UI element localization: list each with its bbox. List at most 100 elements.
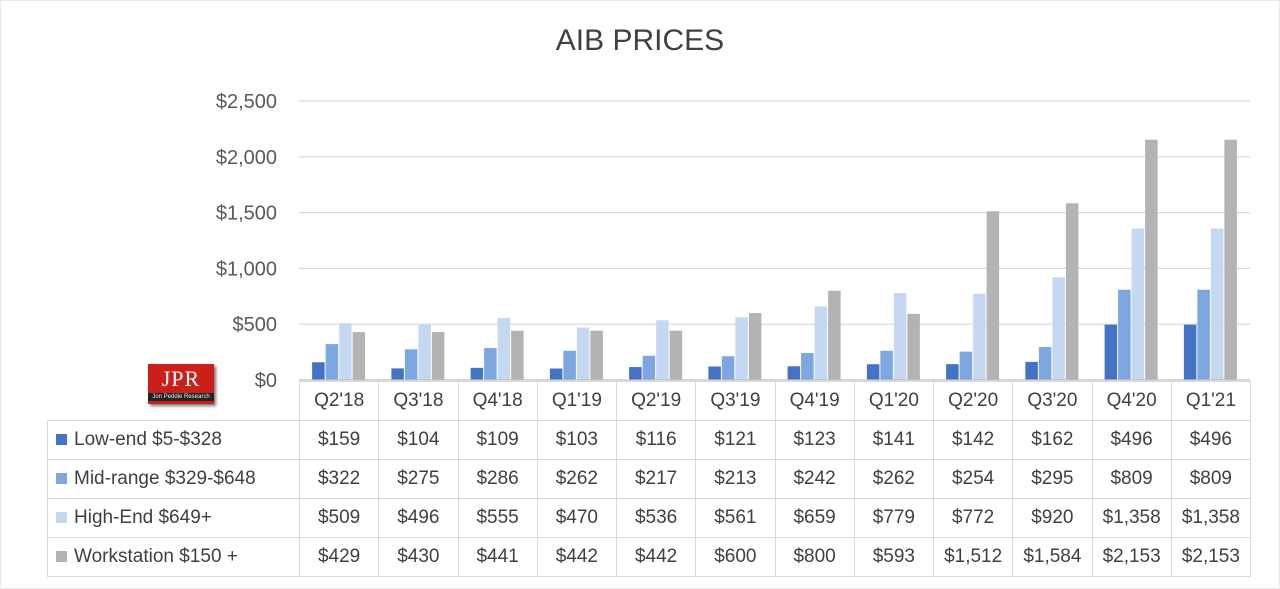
data-label: $442 — [615, 537, 697, 577]
bar — [1210, 228, 1224, 380]
data-label: $242 — [774, 459, 855, 499]
legend-entry: Workstation $150 + — [47, 537, 300, 577]
legend-entry: High-End $649+ — [47, 498, 300, 538]
bar — [959, 351, 973, 380]
bar — [325, 344, 339, 380]
bar — [1118, 289, 1131, 380]
x-tick-label: Q4'19 — [774, 381, 855, 421]
data-label: $496 — [378, 498, 459, 538]
y-tick-label: $1,500 — [216, 203, 277, 225]
data-label: $116 — [615, 420, 697, 460]
bar — [748, 313, 762, 380]
bar — [590, 330, 603, 380]
table-corner — [48, 382, 300, 421]
data-label: $509 — [298, 498, 380, 538]
bar — [866, 364, 880, 380]
x-tick-label: Q2'18 — [298, 381, 380, 421]
data-label: $213 — [695, 459, 776, 499]
legend-label: Low-end $5-$328 — [74, 429, 222, 450]
data-label: $1,584 — [1012, 537, 1093, 577]
bar — [880, 350, 893, 380]
bar — [1224, 139, 1237, 380]
bar — [484, 348, 497, 380]
x-tick-label: Q4'20 — [1091, 381, 1172, 421]
chart-title: AIB PRICES — [555, 24, 725, 57]
data-label: $430 — [378, 537, 459, 577]
legend-label: Mid-range $329-$648 — [74, 468, 256, 489]
data-label: $496 — [1091, 420, 1172, 460]
y-tick-label: $0 — [255, 370, 277, 392]
jpr-logo: JPR Jon Peddie Research — [148, 364, 214, 404]
data-label: $121 — [695, 420, 776, 460]
bar — [497, 318, 511, 380]
data-table: Q2'18 Q3'18 Q4'18 Q1'19 Q2'19 Q3'19 Q4'19 Q1'20… — [47, 381, 1252, 577]
data-label: $442 — [536, 537, 618, 577]
data-label: $1,358 — [1091, 498, 1172, 538]
table-row: High-End $649+ $509 $496 $555 $470 $536 $561 $6… — [47, 498, 1252, 538]
x-tick-label: Q2'19 — [615, 381, 697, 421]
data-label: $159 — [298, 420, 380, 460]
legend-swatch — [56, 551, 67, 562]
bar — [549, 368, 563, 380]
data-label: $429 — [298, 537, 380, 577]
data-label: $920 — [1012, 498, 1093, 538]
data-label: $286 — [457, 459, 538, 499]
y-tick-label: $1,000 — [216, 258, 277, 280]
x-tick-label: Q1'20 — [853, 381, 935, 421]
data-label: $103 — [536, 420, 618, 460]
data-label: $262 — [853, 459, 935, 499]
data-label: $555 — [457, 498, 538, 538]
legend-swatch — [56, 434, 67, 445]
bar — [814, 306, 828, 380]
bar — [431, 332, 445, 380]
data-label: $322 — [298, 459, 380, 499]
bar — [563, 350, 576, 380]
data-label: $1,358 — [1170, 498, 1252, 538]
data-label: $1,512 — [932, 537, 1014, 577]
data-label: $470 — [536, 498, 618, 538]
logo-text: JPR — [161, 366, 201, 391]
bar — [418, 324, 431, 380]
x-tick-label: Q2'20 — [932, 381, 1014, 421]
bar — [312, 362, 325, 380]
data-label: $561 — [695, 498, 776, 538]
data-label: $104 — [378, 420, 459, 460]
bar — [1052, 277, 1065, 380]
data-label: $659 — [774, 498, 855, 538]
bar — [352, 332, 366, 380]
data-label: $275 — [378, 459, 459, 499]
bar — [801, 352, 814, 380]
y-tick-label: $2,500 — [216, 91, 277, 113]
data-label: $162 — [1012, 420, 1093, 460]
logo-subtext: Jon Peddie Research — [148, 393, 214, 401]
data-label: $779 — [853, 498, 935, 538]
bar — [404, 349, 418, 380]
bar — [511, 330, 524, 380]
data-label: $254 — [932, 459, 1014, 499]
bar — [1038, 347, 1052, 380]
x-tick-label: Q1'21 — [1170, 381, 1252, 421]
table-row: Workstation $150 + $429 $430 $441 $442 $442 $6… — [47, 537, 1252, 577]
bar — [391, 368, 404, 380]
data-label: $123 — [774, 420, 855, 460]
data-label: $295 — [1012, 459, 1093, 499]
bar — [1197, 289, 1210, 380]
data-label: $142 — [932, 420, 1014, 460]
bar — [986, 211, 1000, 380]
data-label: $809 — [1091, 459, 1172, 499]
y-tick-label: $500 — [233, 314, 278, 336]
bar — [1145, 139, 1158, 380]
x-tick-label: Q3'20 — [1012, 381, 1093, 421]
x-tick-label: Q4'18 — [457, 381, 538, 421]
bar — [946, 364, 959, 380]
bar — [1131, 228, 1145, 380]
bar — [708, 366, 721, 380]
bar — [787, 366, 801, 380]
legend-label: Workstation $150 + — [74, 546, 238, 567]
bar — [893, 293, 907, 380]
category-header-row: Q2'18 Q3'18 Q4'18 Q1'19 Q2'19 Q3'19 Q4'19 Q1'20… — [48, 381, 1252, 421]
data-label: $772 — [932, 498, 1014, 538]
data-label: $2,153 — [1170, 537, 1252, 577]
data-label: $2,153 — [1091, 537, 1172, 577]
table-row: Low-end $5-$328 $159 $104 $109 $103 $116 $121 $… — [47, 420, 1252, 460]
